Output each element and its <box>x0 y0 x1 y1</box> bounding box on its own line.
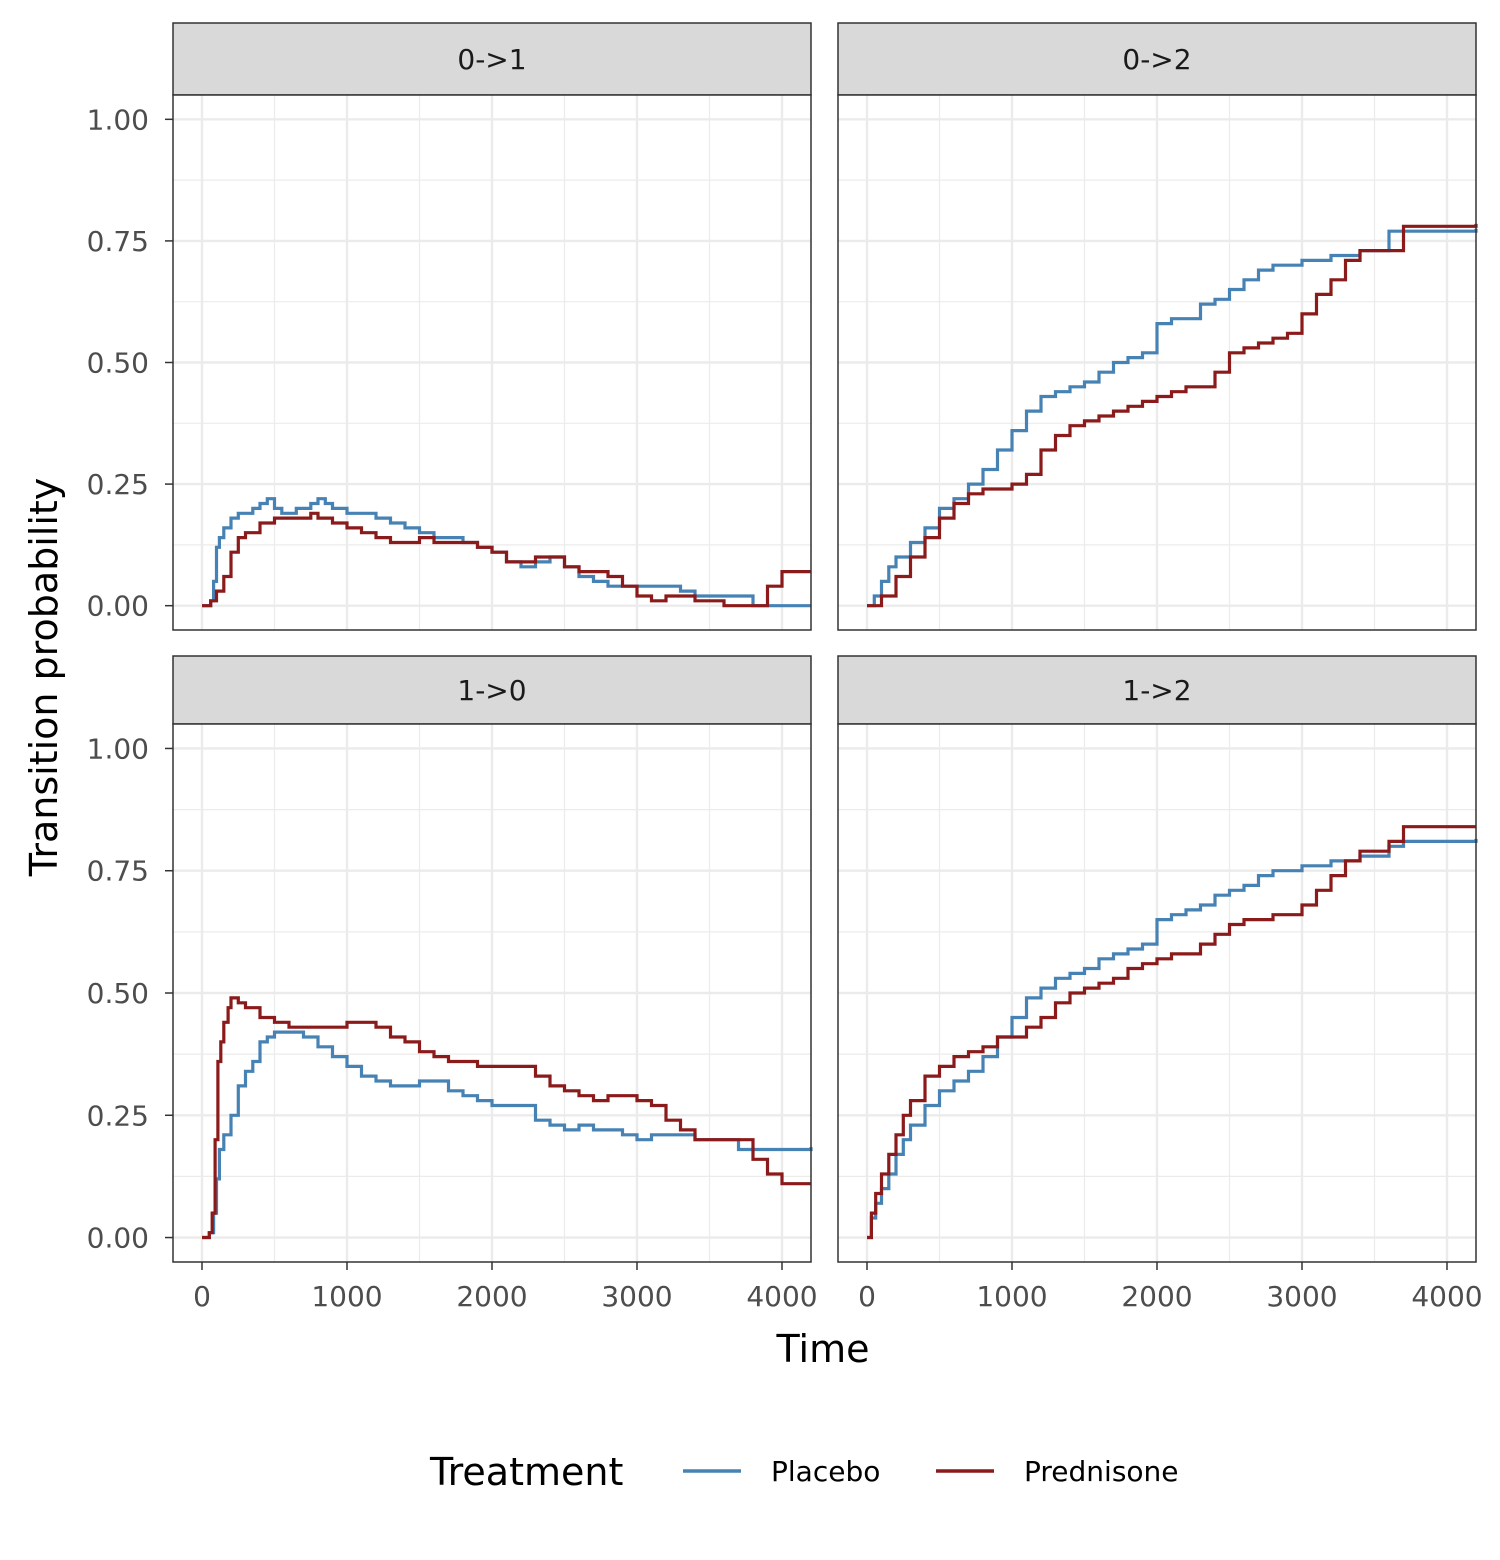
y-tick-label: 0.75 <box>87 225 149 258</box>
series-line-prednisone <box>867 223 1478 608</box>
legend-label-prednisone: Prednisone <box>1024 1455 1179 1488</box>
y-tick-label: 0.50 <box>87 347 149 380</box>
y-axis: 0.00 0.25 0.50 0.75 1.00 <box>87 103 173 623</box>
series-line-prednisone <box>202 996 811 1240</box>
y-tick-label: 1.00 <box>87 732 149 765</box>
facet-panels: 0->1 0.00 0.25 0.50 0.75 1.00 0->2 1->0 0.00 0.25… <box>87 22 1483 1313</box>
facet-strip <box>172 22 812 96</box>
x-axis-title: Time <box>776 1327 870 1371</box>
x-tick-label: 2000 <box>1121 1280 1192 1313</box>
x-tick-label: 4000 <box>1411 1280 1482 1313</box>
facet-strip-label: 0->2 <box>1122 43 1191 76</box>
series-line-placebo <box>867 228 1478 608</box>
axis-titles: Time Transition probability <box>22 478 870 1371</box>
facet-panel-1-to-0: 1->0 0.00 0.25 0.50 0.75 1.00 0 1000 2000 3000 400… <box>87 655 818 1313</box>
x-tick-label: 0 <box>193 1280 211 1313</box>
legend: Treatment Placebo Prednisone <box>429 1450 1179 1494</box>
legend-label-placebo: Placebo <box>771 1455 880 1488</box>
facet-panel-0-to-2: 0->2 <box>837 22 1478 631</box>
major-gridlines <box>173 95 811 630</box>
facet-strip <box>837 655 1477 725</box>
y-tick-label: 0.25 <box>87 468 149 501</box>
series-line-prednisone <box>867 825 1476 1240</box>
x-tick-label: 2000 <box>456 1280 527 1313</box>
major-gridlines <box>838 724 1476 1262</box>
legend-title: Treatment <box>429 1450 623 1494</box>
series-line-placebo <box>202 1030 813 1240</box>
facet-panel-1-to-2: 1->2 0 1000 2000 3000 4000 <box>837 655 1483 1313</box>
x-tick-label: 1000 <box>311 1280 382 1313</box>
x-axis: 0 1000 2000 3000 4000 <box>858 1262 1483 1313</box>
x-tick-label: 1000 <box>976 1280 1047 1313</box>
facet-strip <box>837 22 1477 96</box>
x-tick-label: 3000 <box>1266 1280 1337 1313</box>
series-line-prednisone <box>202 511 811 608</box>
y-tick-label: 0.75 <box>87 855 149 888</box>
x-tick-label: 4000 <box>746 1280 817 1313</box>
panel-border <box>837 94 1477 631</box>
y-tick-label: 0.00 <box>87 590 149 623</box>
facet-strip-label: 1->2 <box>1122 674 1191 707</box>
series-line-placebo <box>202 497 811 608</box>
series-line-placebo <box>867 838 1478 1240</box>
facet-strip <box>172 655 812 725</box>
x-tick-label: 0 <box>858 1280 876 1313</box>
y-axis-title: Transition probability <box>22 478 66 878</box>
y-axis: 0.00 0.25 0.50 0.75 1.00 <box>87 732 173 1255</box>
major-gridlines <box>838 95 1476 630</box>
y-tick-label: 0.50 <box>87 977 149 1010</box>
y-tick-label: 1.00 <box>87 103 149 136</box>
facet-panel-0-to-1: 0->1 0.00 0.25 0.50 0.75 1.00 <box>87 22 812 631</box>
major-gridlines <box>173 724 811 1262</box>
x-axis: 0 1000 2000 3000 4000 <box>193 1262 818 1313</box>
y-tick-label: 0.00 <box>87 1222 149 1255</box>
x-tick-label: 3000 <box>601 1280 672 1313</box>
facet-strip-label: 0->1 <box>457 43 526 76</box>
y-tick-label: 0.25 <box>87 1099 149 1132</box>
facet-strip-label: 1->0 <box>457 674 526 707</box>
